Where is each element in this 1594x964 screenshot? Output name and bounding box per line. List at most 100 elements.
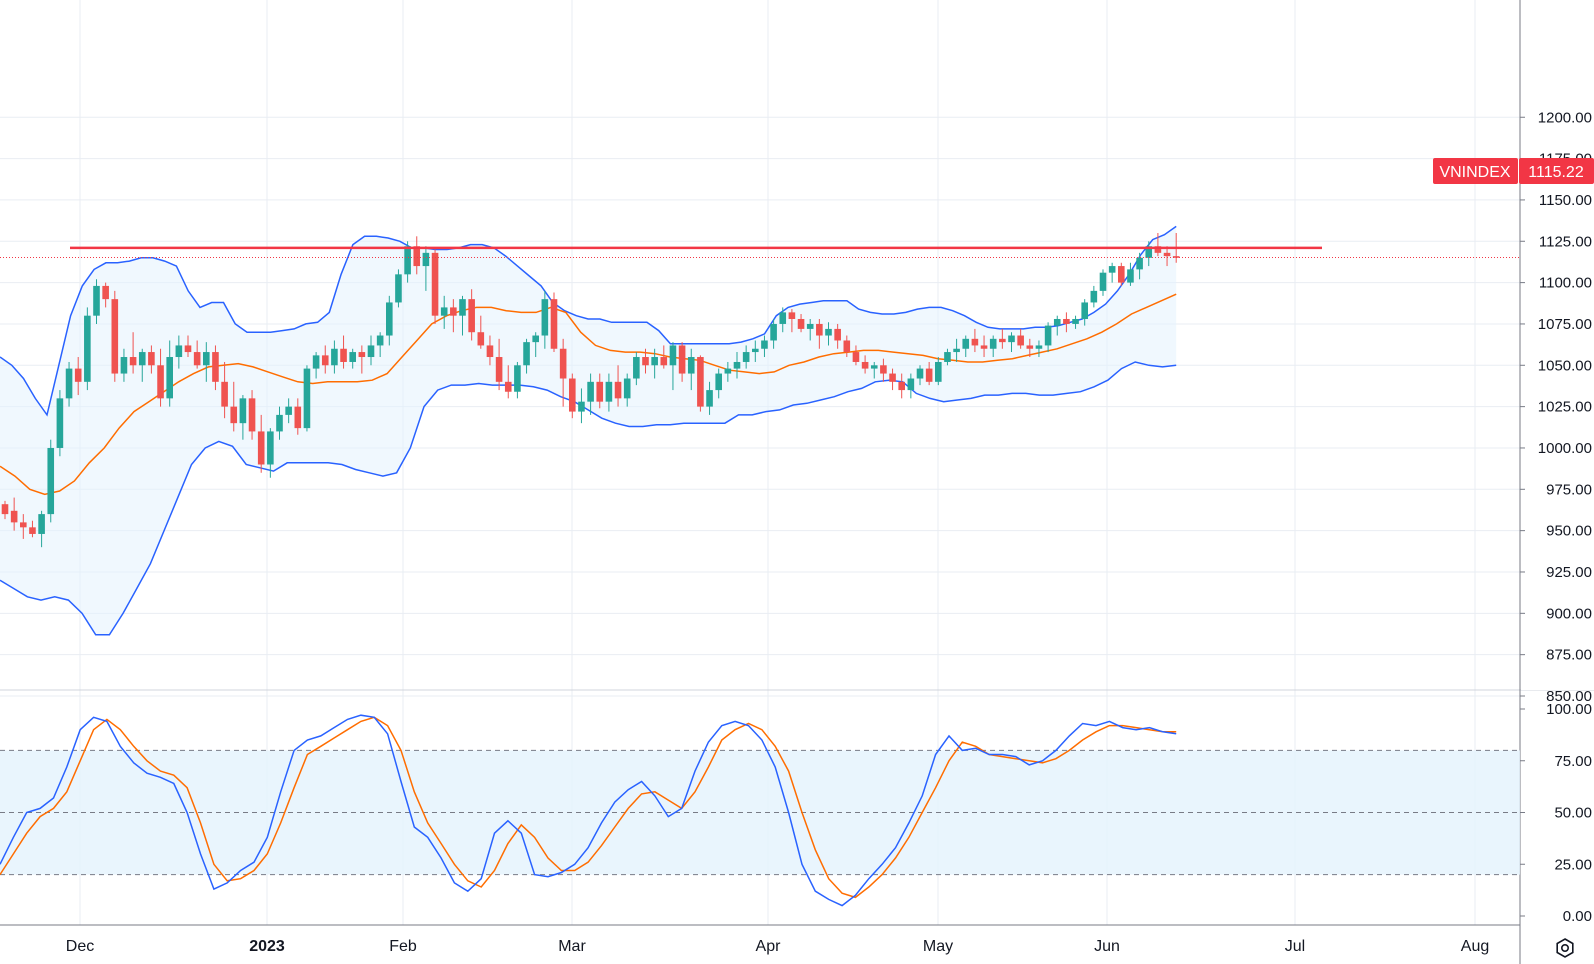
candle [367,335,375,366]
candle [1099,269,1107,296]
candle-body [459,299,466,316]
time-tick-label: Mar [558,938,586,955]
candle [651,348,658,379]
candle [880,358,887,382]
candle-body [129,357,137,366]
candle-body [10,510,18,523]
candle-body [404,246,411,275]
candle [431,249,439,324]
candle [999,328,1006,349]
candle [925,361,933,386]
price-tick-label: 1100.00 [1539,275,1592,292]
candle [1044,322,1052,353]
candle [376,332,384,358]
candle [138,348,146,382]
candle-body [605,381,613,402]
candle [312,352,320,379]
candle [870,361,878,379]
candle-body [697,357,704,407]
candle [1063,312,1070,333]
candle-body [889,373,896,382]
candle [1008,332,1015,353]
price-tick-label: 850.00 [1546,688,1592,705]
candle [797,314,805,333]
candle-body [440,307,448,316]
price-badge: VNINDEX 1115.22 [1433,158,1594,184]
candle [761,335,768,358]
price-tick-label: 875.00 [1546,647,1592,664]
candle [1081,299,1088,326]
candle [1118,262,1125,286]
candle-body [477,332,485,346]
candle-body [596,381,604,402]
candle [514,361,521,399]
candle-body [1099,272,1107,291]
candle [84,307,91,391]
candle [1163,246,1171,267]
candle [1154,233,1162,257]
time-tick-label: Feb [389,938,417,955]
candle-body [1163,252,1171,257]
oscillator-axis[interactable]: 100.00 75.00 50.00 25.00 0.00 [1520,701,1592,925]
candle-body [980,345,988,349]
candle-body [193,352,201,366]
candle-body [678,345,686,374]
candle [440,295,448,329]
candle-body [742,352,750,362]
candle [633,352,640,386]
candle [724,361,732,382]
candle [733,352,741,379]
candle [495,338,503,391]
candle-body [20,522,27,528]
candle [294,398,302,435]
settings-icon[interactable] [1551,934,1579,962]
candle-body [715,373,722,391]
candle [486,335,494,366]
candle [193,340,201,369]
candle-body [633,357,640,379]
oscillator-tick-label: 100.00 [1546,701,1592,718]
candle-body [120,357,128,374]
candle-body [1072,318,1079,324]
candle [477,315,485,349]
candle [715,368,722,399]
time-axis[interactable]: Dec 2023 Feb Mar Apr May Jun Jul Aug [66,938,1489,955]
candle-body [138,352,146,366]
price-axis[interactable]: 1200.001175.001150.001125.001100.001075.… [1520,0,1594,705]
candle-body [148,352,155,366]
price-tick-label: 1125.00 [1539,233,1592,250]
candle [980,335,988,358]
candle-body [1081,302,1088,319]
candle [578,388,585,424]
candle-body [944,352,951,362]
candle [276,406,283,440]
candle [56,390,64,457]
candle [38,510,45,548]
candle-body [184,345,192,353]
candle-body [724,368,732,374]
candle [1072,315,1079,329]
price-tick-label: 1050.00 [1538,357,1592,374]
candle [248,390,256,440]
price-tick-label: 1025.00 [1538,399,1592,416]
candle-body [770,323,777,341]
candle [102,282,109,308]
candle [825,322,832,346]
candle-body [321,355,329,366]
candle [678,342,686,382]
candle-body [504,381,512,392]
candle [816,318,823,349]
candle [953,338,960,362]
candle-body [1090,290,1098,303]
candle-body [157,365,164,399]
candle [422,246,430,291]
candle [267,428,274,478]
candle [450,299,457,333]
candle [349,348,356,369]
oscillator-tick-label: 75.00 [1554,753,1592,770]
candle-body [230,406,238,424]
candle-body [623,378,631,399]
candle-body [1108,266,1116,273]
candle [550,292,558,353]
